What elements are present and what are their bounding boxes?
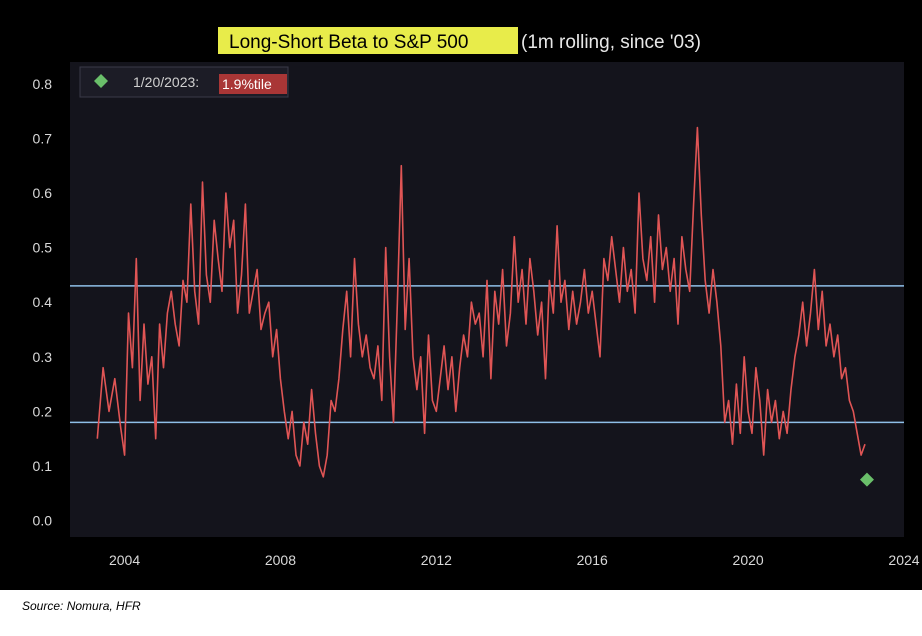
legend-percentile-text: 1.9%tile: [222, 76, 272, 92]
x-tick-label: 2012: [421, 552, 452, 568]
x-tick-label: 2024: [888, 552, 919, 568]
y-tick-label: 0.0: [33, 513, 53, 529]
y-axis: 0.0 0.1 0.2 0.3 0.4 0.5 0.6 0.7 0.8: [33, 76, 53, 529]
x-tick-label: 2020: [733, 552, 764, 568]
chart-frame: Long-Short Beta to S&P 500 (1m rolling, …: [0, 0, 922, 590]
y-tick-label: 0.6: [33, 185, 53, 201]
y-tick-label: 0.1: [33, 458, 53, 474]
chart-title: Long-Short Beta to S&P 500: [229, 32, 468, 53]
y-tick-label: 0.8: [33, 76, 53, 92]
chart-canvas: Long-Short Beta to S&P 500 (1m rolling, …: [0, 0, 922, 590]
legend-date-label: 1/20/2023:: [133, 74, 199, 90]
x-tick-label: 2016: [577, 552, 608, 568]
x-axis: 2004 2008 2012 2016 2020 2024: [109, 552, 920, 568]
x-tick-label: 2008: [265, 552, 296, 568]
source-note: Source: Nomura, HFR: [22, 599, 141, 613]
legend: 1/20/2023: 1.9%tile: [80, 67, 288, 97]
y-tick-label: 0.5: [33, 240, 53, 256]
y-tick-label: 0.4: [33, 294, 53, 310]
x-tick-label: 2004: [109, 552, 140, 568]
y-tick-label: 0.3: [33, 349, 53, 365]
source-bar: Source: Nomura, HFR: [0, 590, 922, 636]
y-tick-label: 0.7: [33, 130, 53, 146]
chart-subtitle: (1m rolling, since '03): [521, 32, 701, 53]
y-tick-label: 0.2: [33, 403, 53, 419]
